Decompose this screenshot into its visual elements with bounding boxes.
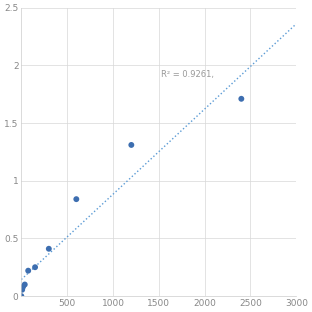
Point bbox=[74, 197, 79, 202]
Point bbox=[26, 268, 31, 273]
Point bbox=[46, 246, 51, 251]
Point bbox=[20, 287, 25, 292]
Point bbox=[21, 284, 26, 289]
Point bbox=[239, 96, 244, 101]
Point bbox=[129, 143, 134, 148]
Point bbox=[32, 265, 37, 270]
Text: R² = 0.9261,: R² = 0.9261, bbox=[161, 70, 214, 79]
Point bbox=[19, 294, 24, 299]
Point bbox=[22, 282, 27, 287]
